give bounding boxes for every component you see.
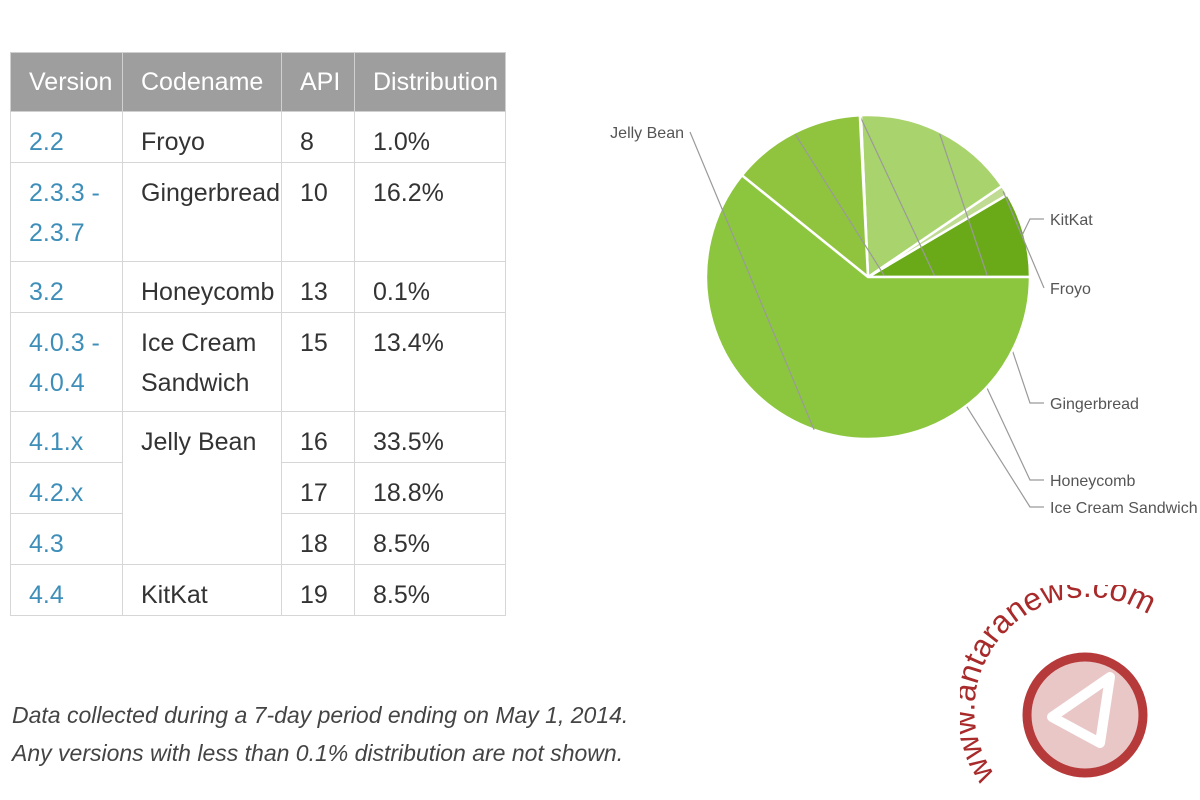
table-row: 4.1.x Jelly Bean 16 33.5% xyxy=(10,411,506,463)
pie-label-kitkat: KitKat xyxy=(1050,212,1093,229)
cell-codename xyxy=(122,462,282,514)
footnote-line-2: Any versions with less than 0.1% distrib… xyxy=(12,740,624,766)
distribution-pie-chart: KitKat Froyo Gingerbread Honeycomb Ice Cream… xyxy=(610,113,1198,517)
table-row: 2.2 Froyo 8 1.0% xyxy=(10,111,506,163)
cell-codename: Froyo xyxy=(122,111,282,163)
cell-codename-line: Froyo xyxy=(141,128,205,156)
cell-codename-line: Ice Cream xyxy=(141,329,257,357)
cell-codename xyxy=(122,513,282,565)
cell-codename: Honeycomb xyxy=(122,261,282,313)
table-row: 4.0.3 - 4.0.4 Ice Cream Sandwich 15 13.4% xyxy=(10,312,506,412)
cell-version-line: 3.2 xyxy=(29,278,64,306)
pie-slice-ice-cream-sandwich xyxy=(740,113,870,280)
cell-version: 4.0.3 - 4.0.4 xyxy=(10,312,123,412)
cell-codename: Jelly Bean xyxy=(122,411,282,463)
pie-label-jelly-bean: Jelly Bean xyxy=(610,125,684,142)
pie-label-gingerbread: Gingerbread xyxy=(1050,396,1139,413)
cell-codename: Ice Cream Sandwich xyxy=(122,312,282,412)
table-row: 4.3 18 8.5% xyxy=(10,513,506,565)
cell-version-line: 4.0.4 xyxy=(29,369,85,397)
cell-api: 19 xyxy=(281,564,355,616)
pie-leader-kitkat xyxy=(1021,218,1044,236)
cell-api: 13 xyxy=(281,261,355,313)
table-row: 2.3.3 - 2.3.7 Gingerbread 10 16.2% xyxy=(10,162,506,262)
cell-distribution: 8.5% xyxy=(354,513,506,565)
pie-label-honeycomb: Honeycomb xyxy=(1050,473,1135,490)
cell-api: 16 xyxy=(281,411,355,463)
cell-version-line: 2.2 xyxy=(29,128,64,156)
cell-codename-line: Gingerbread xyxy=(141,179,280,207)
header-version: Version xyxy=(10,52,123,112)
cell-version: 2.3.3 - 2.3.7 xyxy=(10,162,123,262)
table-body: 2.2 Froyo 8 1.0% 2.3.3 -2.3.7 Gingerbread 10 16… xyxy=(10,111,506,616)
pie-leader-jelly-bean xyxy=(689,131,815,430)
footnote-line-1: Data collected during a 7-day period end… xyxy=(12,702,629,728)
cell-version-line: 4.2.x xyxy=(29,479,84,507)
pie-label-ice-cream-sandwich: Ice Cream Sandwich xyxy=(1050,500,1198,517)
table-header-row: Version Codename API Distribution xyxy=(10,52,506,112)
footnotes: Data collected during a 7-day period end… xyxy=(12,696,628,772)
watermark-logo xyxy=(1022,652,1148,778)
cell-distribution: 18.8% xyxy=(354,462,506,514)
cell-api: 10 xyxy=(281,162,355,262)
cell-codename-line: Jelly Bean xyxy=(141,428,257,456)
cell-version: 4.1.x xyxy=(10,411,123,463)
cell-version: 4.3 xyxy=(10,513,123,565)
pie-leader-ice-cream-sandwich xyxy=(794,134,1044,508)
cell-api: 17 xyxy=(281,462,355,514)
table-row: 4.4 KitKat 19 8.5% xyxy=(10,564,506,616)
cell-api: 15 xyxy=(281,312,355,412)
header-api: API xyxy=(281,52,355,112)
pie-leader-gingerbread xyxy=(939,133,1044,404)
cell-codename: KitKat xyxy=(122,564,282,616)
cell-version-line: 4.1.x xyxy=(29,428,84,456)
pie-leader-froyo xyxy=(1002,191,1045,289)
antaranews-watermark: www.antaranews.com xyxy=(960,585,1162,785)
cell-version-line: 4.3 xyxy=(29,530,64,558)
cell-version: 3.2 xyxy=(10,261,123,313)
cell-api: 8 xyxy=(281,111,355,163)
cell-distribution: 16.2% xyxy=(354,162,506,262)
header-distribution: Distribution xyxy=(354,52,506,112)
header-codename: Codename xyxy=(122,52,282,112)
cell-version: 4.4 xyxy=(10,564,123,616)
cell-version-line: 2.3.3 - xyxy=(29,179,100,207)
cell-api: 18 xyxy=(281,513,355,565)
table-row: 4.2.x 17 18.8% xyxy=(10,462,506,514)
cell-distribution: 8.5% xyxy=(354,564,506,616)
cell-version-line: 2.3.7 xyxy=(29,219,85,247)
distribution-table: Version Codename API Distribution 2.2 Fro… xyxy=(10,52,506,616)
cell-distribution: 0.1% xyxy=(354,261,506,313)
pie-label-froyo: Froyo xyxy=(1050,281,1091,298)
cell-version: 4.2.x xyxy=(10,462,123,514)
cell-codename: Gingerbread xyxy=(122,162,282,262)
cell-codename-line: Sandwich xyxy=(141,369,250,397)
cell-distribution: 13.4% xyxy=(354,312,506,412)
cell-distribution: 33.5% xyxy=(354,411,506,463)
cell-codename-line: Honeycomb xyxy=(141,278,275,306)
cell-version-line: 4.4 xyxy=(29,581,64,609)
cell-version-line: 4.0.3 - xyxy=(29,329,100,357)
table-row: 3.2 Honeycomb 13 0.1% xyxy=(10,261,506,313)
pie-slice-gingerbread xyxy=(859,113,1004,280)
cell-version: 2.2 xyxy=(10,111,123,163)
cell-codename-line: KitKat xyxy=(141,581,208,609)
pie-leader-honeycomb xyxy=(859,116,1044,481)
cell-distribution: 1.0% xyxy=(354,111,506,163)
pie-slice-kitkat xyxy=(863,192,1032,279)
